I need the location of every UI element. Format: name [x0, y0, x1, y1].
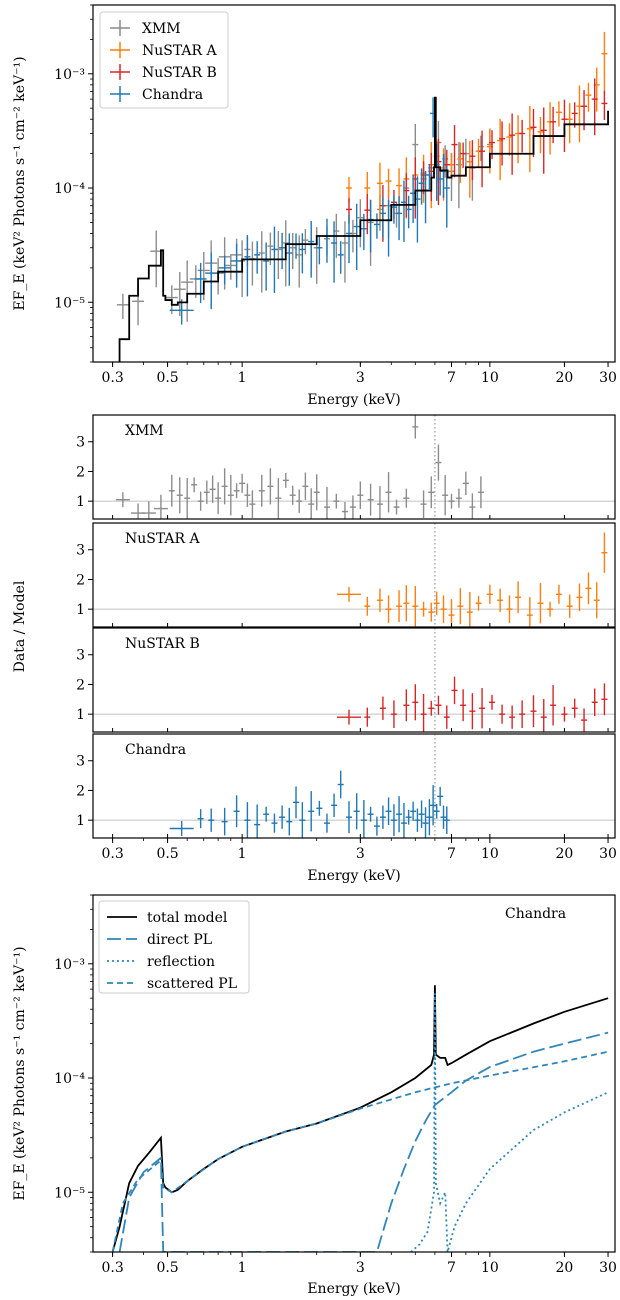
- x-tick-label: 20: [556, 846, 574, 862]
- ratio-frame: [92, 627, 616, 733]
- line-scattered-PL: [111, 1050, 609, 1252]
- x-tick-label: 0.5: [156, 1260, 178, 1276]
- y-tick-label: 10⁻⁵: [54, 1185, 85, 1201]
- legend-box: [99, 11, 229, 109]
- x-tick-label: 20: [556, 370, 574, 386]
- y-tick-label: 1: [76, 602, 85, 618]
- x-tick-label: 3: [356, 370, 365, 386]
- y-tick-label: 1: [76, 813, 85, 829]
- x-tick-label: 30: [599, 846, 617, 862]
- x-tick-label: 10: [481, 846, 499, 862]
- ratio-panel-xmm: [93, 415, 615, 519]
- components-frame: [92, 894, 616, 1253]
- panel-label: XMM: [125, 423, 164, 439]
- y-axis-label: Data / Model: [12, 580, 28, 672]
- x-tick-label: 7: [447, 846, 456, 862]
- series-chandra: [169, 97, 450, 325]
- y-tick-label: 10⁻³: [54, 67, 85, 83]
- legend-label: direct PL: [147, 932, 212, 948]
- y-tick-label: 2: [76, 572, 85, 588]
- x-tick-label: 0.3: [101, 846, 123, 862]
- legend-label: XMM: [142, 21, 181, 37]
- x-tick-label: 3: [356, 846, 365, 862]
- y-axis-label: EF_E (keV² Photons s⁻¹ cm⁻² keV⁻¹): [12, 56, 28, 310]
- y-tick-label: 10⁻³: [54, 957, 85, 973]
- y-tick-label: 2: [76, 464, 85, 480]
- x-tick-label: 7: [447, 370, 456, 386]
- legend-box: [98, 900, 250, 994]
- y-tick-label: 2: [76, 783, 85, 799]
- y-tick-label: 10⁻⁴: [54, 181, 85, 197]
- x-tick-label: 10: [481, 1260, 499, 1276]
- annotation: Chandra: [505, 906, 566, 922]
- x-tick-label: 0.5: [156, 846, 178, 862]
- line-total-model: [111, 985, 609, 1252]
- spectrum-frame: [92, 4, 616, 363]
- series-nustar-b: [346, 78, 608, 242]
- x-tick-label: 7: [447, 1260, 456, 1276]
- line-direct-PL: [118, 1031, 609, 1252]
- y-tick-label: 10⁻⁴: [54, 1071, 85, 1087]
- x-tick-label: 30: [599, 1260, 617, 1276]
- panel-label: NuSTAR A: [125, 531, 201, 547]
- x-tick-label: 1: [238, 370, 247, 386]
- ratio-panel-nustar-b: [93, 628, 615, 732]
- y-tick-label: 1: [76, 707, 85, 723]
- y-tick-label: 3: [76, 648, 85, 664]
- panel-label: Chandra: [125, 742, 186, 758]
- legend-label: Chandra: [142, 87, 203, 103]
- components-plot: [111, 985, 609, 1252]
- model-line: [118, 96, 609, 362]
- legend-label: NuSTAR B: [142, 65, 217, 81]
- x-tick-label: 0.3: [101, 370, 123, 386]
- y-tick-label: 2: [76, 677, 85, 693]
- x-axis-label: Energy (keV): [307, 868, 400, 884]
- legend-label: reflection: [147, 954, 215, 970]
- x-tick-label: 20: [556, 1260, 574, 1276]
- x-axis-label: Energy (keV): [307, 1281, 400, 1297]
- y-tick-label: 1: [76, 494, 85, 510]
- ratio-panel-chandra: [93, 734, 615, 838]
- line-reflection: [410, 993, 609, 1252]
- ratio-panel-nustar-a: [93, 523, 615, 627]
- y-tick-label: 10⁻⁵: [54, 295, 85, 311]
- ratio-frame: [92, 522, 616, 628]
- y-tick-label: 3: [76, 754, 85, 770]
- x-tick-label: 0.5: [156, 370, 178, 386]
- series-nustar-a: [346, 31, 608, 220]
- x-tick-label: 3: [356, 1260, 365, 1276]
- legend-label: scattered PL: [147, 976, 237, 992]
- legend-label: NuSTAR A: [142, 43, 218, 59]
- x-tick-label: 1: [238, 846, 247, 862]
- panel-label: NuSTAR B: [125, 636, 200, 652]
- x-tick-label: 10: [481, 370, 499, 386]
- y-tick-label: 3: [76, 543, 85, 559]
- spectrum-plot: [116, 31, 609, 362]
- x-tick-label: 1: [238, 1260, 247, 1276]
- legend-label: total model: [147, 910, 228, 926]
- x-tick-label: 0.3: [101, 1260, 123, 1276]
- y-axis-label: EF_E (keV² Photons s⁻¹ cm⁻² keV⁻¹): [12, 946, 28, 1200]
- ratio-frame: [92, 733, 616, 839]
- x-axis-label: Energy (keV): [307, 392, 400, 408]
- ratio-frame: [92, 414, 616, 520]
- y-tick-label: 3: [76, 435, 85, 451]
- x-tick-label: 30: [599, 370, 617, 386]
